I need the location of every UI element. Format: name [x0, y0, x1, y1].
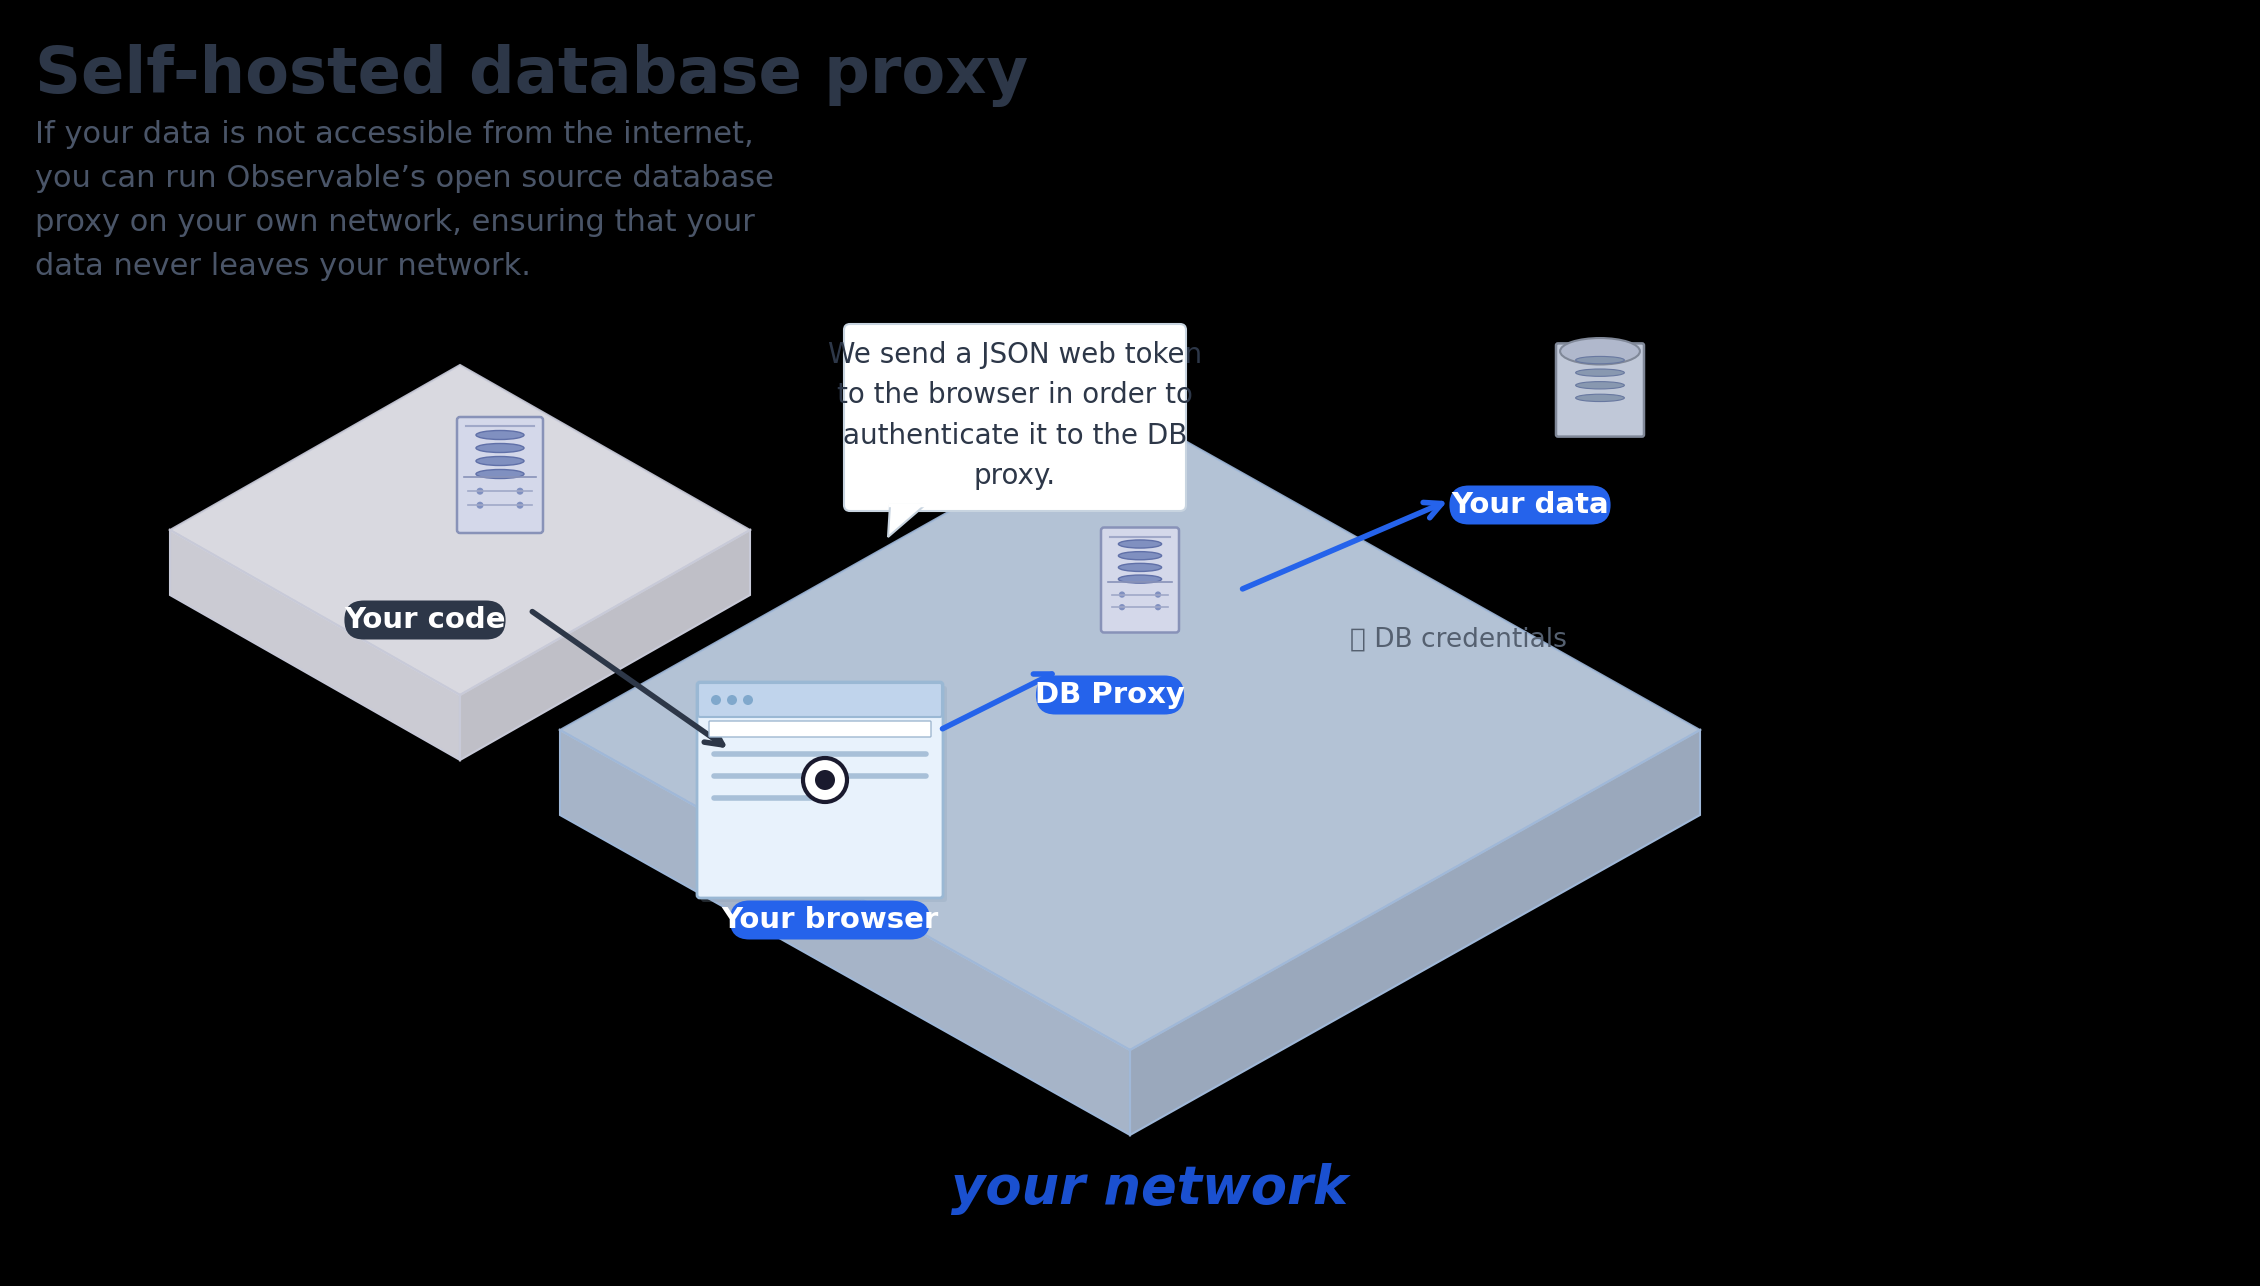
Circle shape: [1119, 604, 1125, 611]
Circle shape: [1155, 592, 1162, 598]
Ellipse shape: [477, 469, 524, 478]
Circle shape: [518, 487, 524, 495]
Ellipse shape: [477, 457, 524, 466]
Ellipse shape: [1119, 563, 1162, 571]
FancyBboxPatch shape: [1101, 527, 1180, 633]
FancyBboxPatch shape: [696, 682, 942, 898]
FancyBboxPatch shape: [698, 683, 942, 718]
Text: your network: your network: [951, 1163, 1349, 1215]
Polygon shape: [170, 365, 750, 694]
Text: Your code: Your code: [344, 606, 506, 634]
FancyBboxPatch shape: [710, 721, 931, 737]
FancyBboxPatch shape: [1035, 675, 1184, 715]
Polygon shape: [560, 730, 1130, 1136]
Ellipse shape: [1575, 395, 1625, 401]
FancyBboxPatch shape: [344, 601, 506, 639]
Circle shape: [802, 757, 848, 802]
FancyBboxPatch shape: [1449, 486, 1611, 525]
Ellipse shape: [477, 431, 524, 440]
FancyBboxPatch shape: [1555, 343, 1643, 437]
Text: 🔑 DB credentials: 🔑 DB credentials: [1349, 628, 1566, 653]
Ellipse shape: [1575, 369, 1625, 377]
Text: Self-hosted database proxy: Self-hosted database proxy: [34, 44, 1028, 107]
Circle shape: [1155, 604, 1162, 611]
Text: If your data is not accessible from the internet,
you can run Observable’s open : If your data is not accessible from the …: [34, 120, 773, 280]
Ellipse shape: [1119, 540, 1162, 548]
Circle shape: [477, 502, 484, 509]
Ellipse shape: [1559, 338, 1641, 364]
Circle shape: [744, 694, 753, 705]
FancyBboxPatch shape: [843, 324, 1186, 511]
Ellipse shape: [1575, 356, 1625, 364]
FancyBboxPatch shape: [701, 685, 947, 901]
Ellipse shape: [1119, 575, 1162, 583]
Polygon shape: [170, 530, 461, 760]
Ellipse shape: [1119, 552, 1162, 559]
Text: Your data: Your data: [1451, 491, 1609, 520]
Polygon shape: [560, 410, 1700, 1049]
Text: We send a JSON web token
to the browser in order to
authenticate it to the DB
pr: We send a JSON web token to the browser …: [827, 341, 1202, 490]
Circle shape: [1119, 592, 1125, 598]
Circle shape: [712, 694, 721, 705]
Circle shape: [477, 487, 484, 495]
FancyBboxPatch shape: [457, 417, 542, 532]
FancyBboxPatch shape: [730, 900, 931, 940]
Ellipse shape: [1575, 382, 1625, 388]
Ellipse shape: [477, 444, 524, 453]
Text: Your browser: Your browser: [721, 907, 938, 934]
Polygon shape: [1130, 730, 1700, 1136]
Polygon shape: [461, 530, 750, 760]
Circle shape: [816, 770, 834, 790]
Circle shape: [728, 694, 737, 705]
Text: DB Proxy: DB Proxy: [1035, 682, 1184, 709]
Polygon shape: [888, 505, 924, 538]
Circle shape: [518, 502, 524, 509]
